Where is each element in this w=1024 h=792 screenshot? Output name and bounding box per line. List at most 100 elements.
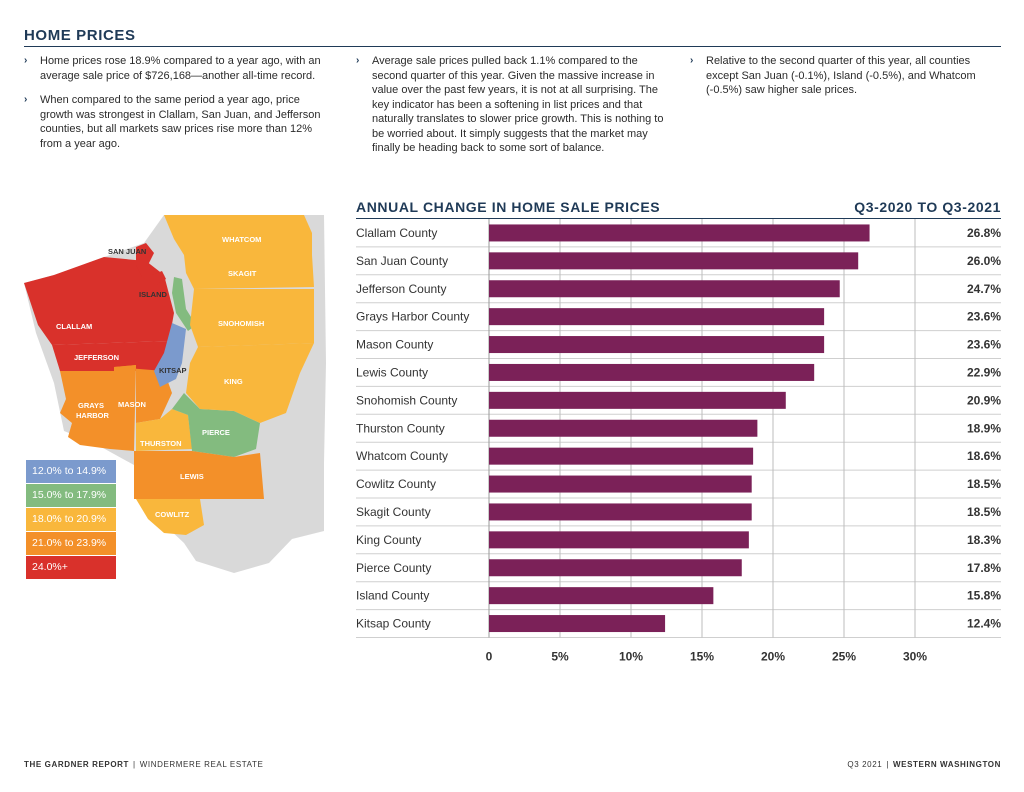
bar [489,419,758,437]
bullet-marker-icon: › [24,55,28,66]
map-label-snohomish: SNOHOMISH [218,319,264,328]
bullet-text: Home prices rose 18.9% compared to a yea… [40,55,321,82]
category-label: Grays Harbor County [356,310,469,324]
category-label: Clallam County [356,226,437,240]
x-tick-label: 0 [486,650,493,664]
section-title: HOME PRICES [24,27,136,44]
value-label: 26.0% [967,254,1001,268]
county-lewis [134,451,264,499]
bar [489,391,786,409]
county-kitsap [154,323,186,387]
map-label-king: KING [224,377,243,386]
bar [489,280,840,298]
footer-report-name: THE GARDNER REPORT [24,760,130,769]
footer-left: THE GARDNER REPORT | WINDERMERE REAL ESTAT… [24,760,263,769]
county-cowlitz [136,499,204,535]
map-label-san-juan: SAN JUAN [108,247,146,256]
bar [489,587,714,605]
value-label: 26.8% [967,226,1001,240]
county-island [172,277,196,331]
bullets-column-2: › Average sale prices pulled back 1.1% co… [356,54,674,166]
bullet-text: Average sale prices pulled back 1.1% com… [372,55,664,154]
bullet-item: › When compared to the same period a year… [24,93,334,151]
county-map: SAN JUAN WHATCOM SKAGIT ISLAND SNOHOMISH… [24,215,326,573]
map-label-skagit: SKAGIT [228,269,257,278]
category-label: San Juan County [356,254,448,268]
x-tick-label: 10% [619,650,643,664]
x-tick-label: 20% [761,650,785,664]
county-whatcom [164,215,312,255]
county-snohomish [190,289,314,347]
value-label: 18.3% [967,533,1001,547]
bar [489,308,825,326]
value-label: 24.7% [967,282,1001,296]
county-pierce [172,393,260,457]
bar [489,615,666,633]
county-jefferson [52,341,176,371]
map-label-grays-harbor-line2: HARBOR [76,411,109,420]
bar [489,531,749,549]
bar [489,475,752,493]
bullets-column-3: › Relative to the second quarter of this … [690,54,980,108]
category-label: Kitsap County [356,617,431,631]
map-label-whatcom: WHATCOM [222,235,261,244]
county-clallam [24,257,174,345]
value-label: 20.9% [967,393,1001,407]
bullet-text: Relative to the second quarter of this y… [706,55,976,96]
map-label-clallam: CLALLAM [56,322,92,331]
category-label: Island County [356,589,429,603]
bar [489,447,754,465]
map-label-grays-harbor-line1: GRAYS [78,401,104,410]
value-label: 18.5% [967,505,1001,519]
footer-separator: | [133,760,136,769]
legend-item: 18.0% to 20.9% [26,508,116,531]
map-label-island: ISLAND [139,290,168,299]
footer-region: WESTERN WASHINGTON [893,760,1001,769]
category-label: Pierce County [356,561,431,575]
chart-title: ANNUAL CHANGE IN HOME SALE PRICES [356,199,661,215]
map-label-pierce: PIERCE [202,428,230,437]
legend-item: 21.0% to 23.9% [26,532,116,555]
category-label: Thurston County [356,421,445,435]
category-label: Snohomish County [356,393,457,407]
bar [489,559,742,577]
legend-item: 12.0% to 14.9% [26,460,116,483]
category-label: King County [356,533,421,547]
value-label: 18.5% [967,477,1001,491]
county-san-juan [136,243,166,285]
county-king [186,343,314,423]
value-label: 12.4% [967,617,1001,631]
bar [489,336,825,354]
category-label: Mason County [356,338,433,352]
value-label: 17.8% [967,561,1001,575]
bullet-item: › Home prices rose 18.9% compared to a ye… [24,54,334,83]
x-tick-label: 15% [690,650,714,664]
category-label: Lewis County [356,365,428,379]
map-label-cowlitz: COWLITZ [155,510,190,519]
map-label-kitsap: KITSAP [159,366,187,375]
value-label: 22.9% [967,365,1001,379]
footer-quarter: Q3 2021 [847,760,883,769]
county-thurston [136,409,192,451]
bullets-column-1: › Home prices rose 18.9% compared to a ye… [24,54,334,161]
bullet-marker-icon: › [356,55,360,66]
bar [489,224,870,242]
x-tick-label: 5% [551,650,569,664]
bullet-item: › Average sale prices pulled back 1.1% co… [356,54,674,156]
value-label: 18.6% [967,449,1001,463]
map-label-lewis: LEWIS [180,472,204,481]
county-skagit [184,255,314,289]
category-label: Skagit County [356,505,431,519]
value-label: 23.6% [967,310,1001,324]
value-label: 18.9% [967,421,1001,435]
bar [489,363,815,381]
bullet-item: › Relative to the second quarter of this … [690,54,980,98]
bullet-marker-icon: › [24,94,28,105]
x-tick-label: 25% [832,650,856,664]
value-label: 23.6% [967,338,1001,352]
bar [489,503,752,521]
legend-item: 15.0% to 17.9% [26,484,116,507]
county-grays-harbor [60,365,136,451]
category-label: Cowlitz County [356,477,436,491]
title-rule [24,46,1001,47]
